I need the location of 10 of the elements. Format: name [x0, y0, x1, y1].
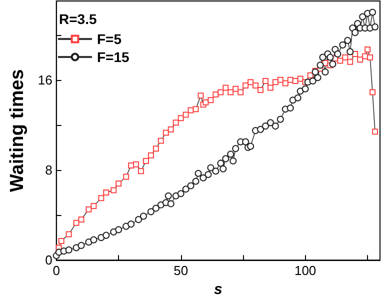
x-tick-label: 50 — [174, 263, 188, 278]
legend-title: R=3.5 — [59, 11, 97, 27]
y-tick-label: 0 — [45, 252, 52, 268]
y-axis-title: Waiting times — [7, 69, 28, 192]
x-axis-title: s — [214, 281, 222, 298]
legend-label: F=15 — [97, 49, 130, 65]
y-tick-label: 8 — [45, 162, 52, 178]
y-tick-label: 16 — [38, 72, 52, 88]
legend-label: F=5 — [97, 31, 122, 47]
x-tick-label: 100 — [294, 263, 316, 278]
